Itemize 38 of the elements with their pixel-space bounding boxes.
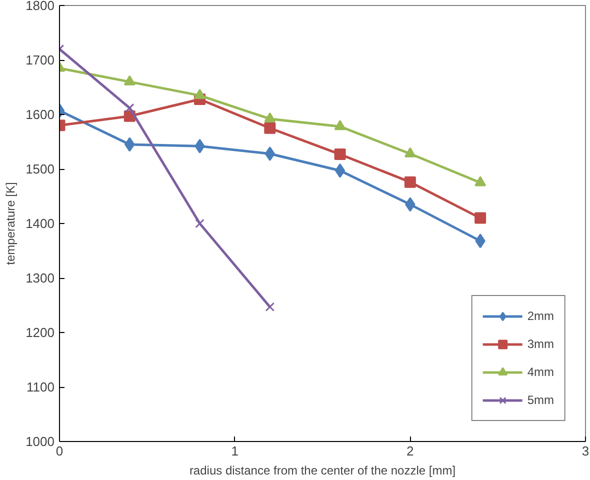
- point: [404, 147, 416, 158]
- legend-label: 3mm: [527, 337, 554, 351]
- point: [264, 112, 276, 122]
- point: [475, 234, 486, 248]
- y-tick-label: 1000: [26, 434, 54, 449]
- point: [474, 176, 486, 186]
- x-tick-label: 2: [406, 444, 414, 458]
- x-tick-label: 3: [582, 444, 590, 458]
- y-tick-label: 1600: [26, 107, 54, 122]
- y-tick-label: 1800: [26, 0, 54, 13]
- point: [264, 146, 275, 161]
- legend-label: 4mm: [527, 365, 554, 379]
- y-tick-label: 1700: [26, 52, 54, 68]
- x-tick-label: 1: [231, 444, 238, 458]
- point: [264, 122, 276, 134]
- legend-label: 5mm: [527, 393, 554, 407]
- y-tick-label: 1100: [26, 380, 55, 394]
- point: [195, 218, 204, 228]
- y-tick-label: 1400: [26, 216, 54, 231]
- point: [124, 75, 136, 86]
- y-tick-label: 1500: [26, 162, 54, 176]
- point: [265, 302, 275, 312]
- point: [404, 176, 416, 188]
- point: [474, 212, 486, 224]
- point: [124, 137, 135, 152]
- y-tick-label: 1200: [26, 325, 54, 340]
- y-tick-label: 1300: [26, 270, 54, 286]
- point: [194, 138, 205, 154]
- legend-label: 2mm: [527, 309, 554, 323]
- point: [334, 148, 346, 160]
- x-axis-title: radius distance from the center of the nozzle [mm]: [189, 464, 456, 478]
- point: [334, 163, 346, 178]
- x-tick-label: 0: [56, 444, 64, 458]
- point: [334, 120, 346, 130]
- point: [124, 103, 134, 113]
- y-axis-title: temperature [K]: [4, 182, 18, 265]
- point: [194, 88, 206, 100]
- point: [405, 197, 416, 212]
